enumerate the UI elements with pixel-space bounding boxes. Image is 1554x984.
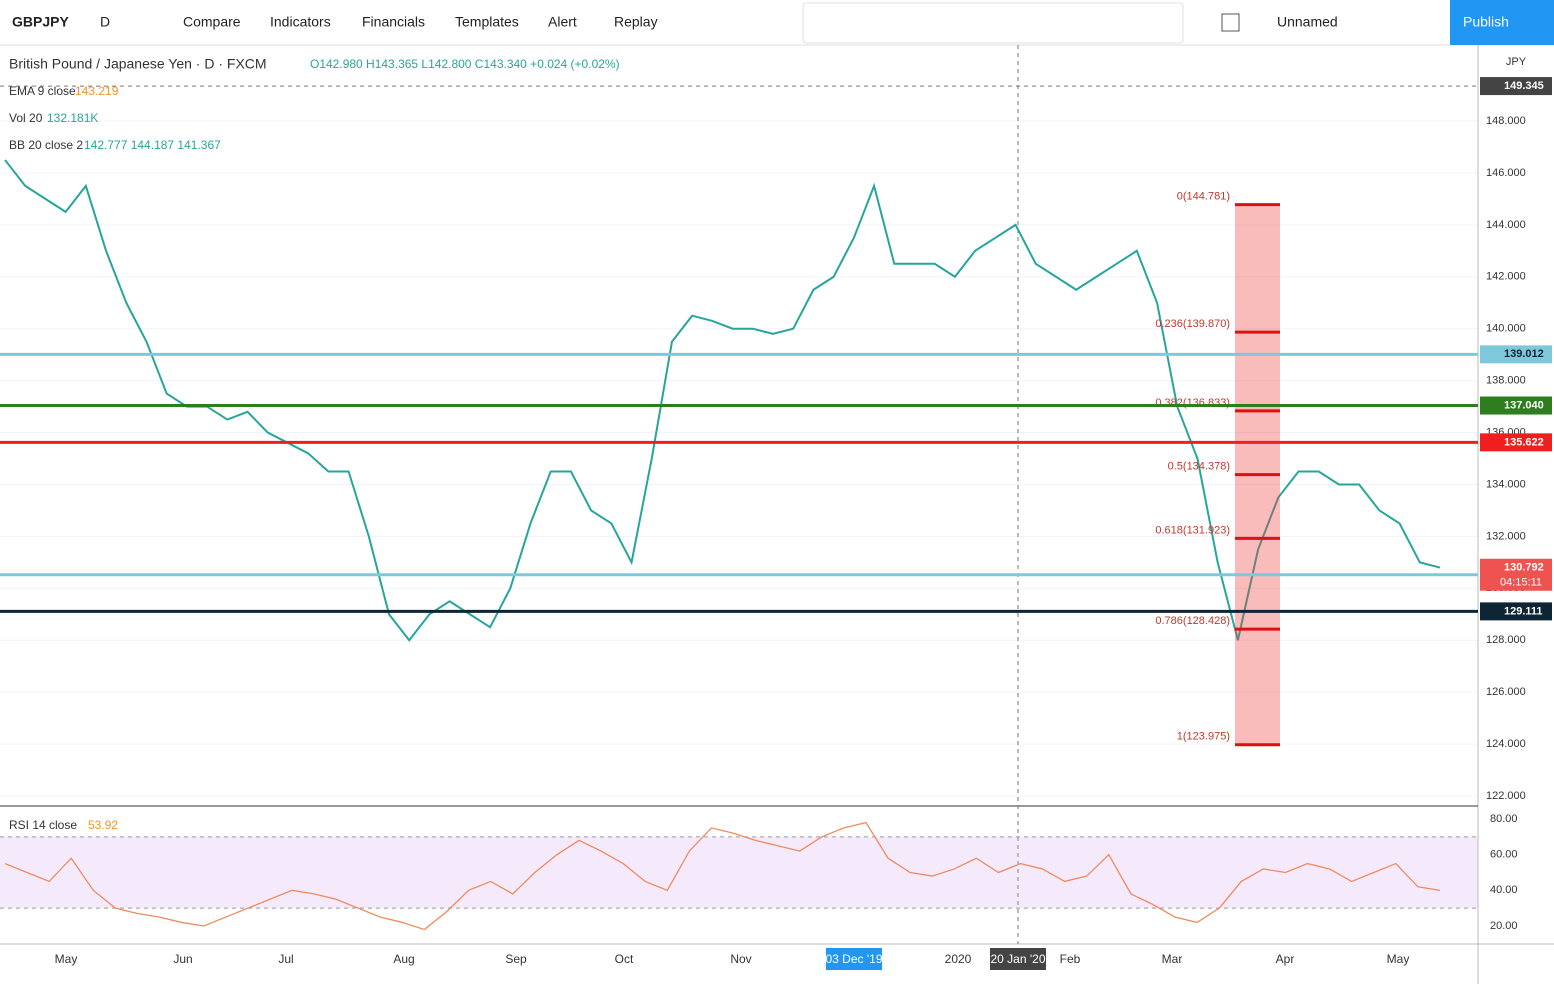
interval[interactable]: D [100, 14, 110, 30]
price-tick-label: 142.000 [1486, 271, 1526, 283]
price-tick-label: 146.000 [1486, 167, 1526, 179]
rsi-tick-label: 40.00 [1490, 884, 1518, 896]
level-label: 135.622 [1504, 436, 1544, 448]
toolbar [0, 0, 1554, 45]
crosshair-badge [1480, 77, 1552, 96]
price-tick-label: 122.000 [1486, 790, 1526, 802]
fib-label: 0.236(139.870) [1155, 318, 1230, 330]
level-badge [1480, 345, 1552, 364]
vol-value: 132.181K [47, 111, 98, 125]
alert-button[interactable]: Alert [548, 14, 577, 30]
level-badge [1480, 433, 1552, 452]
time-label: Oct [615, 952, 634, 966]
templates-button[interactable]: Templates [455, 14, 519, 30]
level-badge [1480, 396, 1552, 415]
price-tick-label: 132.000 [1486, 530, 1526, 542]
level-badge [1480, 602, 1552, 621]
symbol[interactable]: GBPJPY [12, 14, 69, 30]
time-label: 03 Dec '19 [826, 952, 883, 966]
indicators-button[interactable]: Indicators [270, 14, 331, 30]
ema-name: EMA 9 close [9, 84, 76, 98]
time-label: Nov [730, 952, 751, 966]
rsi-tick-label: 60.00 [1490, 849, 1518, 861]
publish-bg[interactable] [1450, 0, 1554, 45]
crosshair-label: 149.345 [1504, 80, 1544, 92]
rsi-band [0, 836, 1478, 909]
replay-button[interactable]: Replay [614, 14, 658, 30]
price-tick-label: 128.000 [1486, 634, 1526, 646]
time-label: Feb [1060, 952, 1081, 966]
rsi-name: RSI 14 close [9, 818, 77, 832]
drawing-toolbar[interactable] [802, 2, 1184, 44]
level-label: 129.111 [1504, 605, 1543, 617]
time-label: Aug [393, 952, 414, 966]
rsi-line [4, 821, 1441, 931]
compare-button[interactable]: Compare [183, 14, 241, 30]
time-label: Mar [1162, 952, 1183, 966]
price-tick-label: 124.000 [1486, 738, 1526, 750]
price-tick-label: 144.000 [1486, 219, 1526, 231]
price-tick-label: 134.000 [1486, 478, 1526, 490]
time-label: Apr [1276, 952, 1295, 966]
price-tick-label: 140.000 [1486, 323, 1526, 335]
time-label: Sep [505, 952, 527, 966]
time-badge [990, 948, 1046, 970]
price-tick-label: 148.000 [1486, 115, 1526, 127]
fib-label: 0.786(128.428) [1155, 615, 1230, 627]
price-tick-label: 138.000 [1486, 375, 1526, 387]
bb-value: 142.777 144.187 141.367 [84, 138, 221, 152]
price-tick-label: 126.000 [1486, 686, 1526, 698]
legend-ohlc: O142.980 H143.365 L142.800 C143.340 +0.0… [310, 57, 620, 71]
financials-button[interactable]: Financials [362, 14, 425, 30]
checkbox[interactable] [1221, 13, 1240, 32]
time-label: Jul [278, 952, 293, 966]
time-label: May [55, 952, 78, 966]
publish-button[interactable]: Publish [1463, 14, 1509, 30]
currency: JPY [1506, 56, 1527, 68]
price-line [4, 159, 1441, 642]
vol-name: Vol 20 [9, 111, 43, 125]
layout-name[interactable]: Unnamed [1277, 14, 1338, 30]
time-label: Jun [173, 952, 192, 966]
fib-label: 0.618(131.923) [1155, 524, 1230, 536]
level-label: 139.012 [1504, 348, 1544, 360]
legend-title: British Pound / Japanese Yen · D · FXCM [9, 56, 267, 72]
time-badge [826, 948, 882, 970]
ema-value: 143.219 [75, 84, 119, 98]
countdown: 04:15:11 [1500, 577, 1542, 589]
fib-label: 1(123.975) [1177, 731, 1230, 743]
last-price: 130.792 [1504, 562, 1544, 574]
time-label: 2020 [945, 952, 972, 966]
bb-name: BB 20 close 2 [9, 138, 83, 152]
last-price-badge [1480, 558, 1552, 591]
fib-label: 0(144.781) [1177, 190, 1230, 202]
fib-label: 0.5(134.378) [1168, 461, 1230, 473]
rsi-tick-label: 20.00 [1490, 920, 1518, 932]
time-label: May [1387, 952, 1410, 966]
time-label: 20 Jan '20 [990, 952, 1045, 966]
rsi-tick-label: 80.00 [1490, 813, 1518, 825]
level-label: 137.040 [1504, 399, 1544, 411]
rsi-value: 53.92 [88, 818, 118, 832]
